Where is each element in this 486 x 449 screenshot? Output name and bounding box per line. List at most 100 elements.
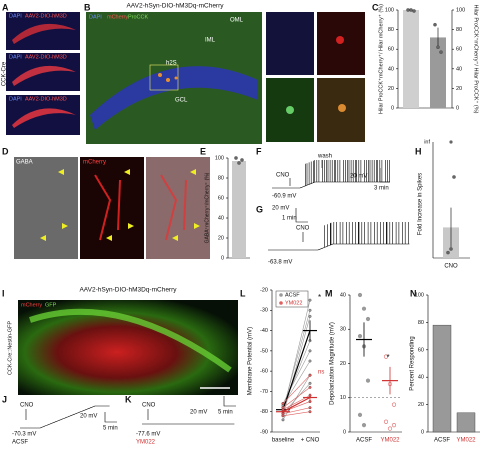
region-label: h2S <box>166 61 177 67</box>
mean-line <box>282 396 311 413</box>
panel-letter: K <box>125 394 132 404</box>
data-point <box>412 9 416 13</box>
legend-label: ACSF <box>285 292 300 298</box>
annotation: * <box>386 353 389 362</box>
y-tick-label: 0 <box>391 105 394 111</box>
y-tick-label: 80 <box>218 175 224 181</box>
virus-label: AAV2-DIO-hM3D <box>25 96 67 102</box>
scale-label: 5 min <box>103 426 118 432</box>
stain-label: DAPI <box>9 54 22 60</box>
y-tick-label: 80 <box>388 27 394 33</box>
mean-line <box>282 330 311 410</box>
panel-letter: D <box>2 146 9 156</box>
bar <box>232 161 246 258</box>
y-tick-label: 40 <box>418 375 424 381</box>
data-point <box>449 140 453 144</box>
scale-label: 20 mV <box>190 410 207 416</box>
data-point <box>439 50 443 54</box>
annotation: ns <box>318 370 324 376</box>
y-tick-label: -30 <box>260 308 268 314</box>
scale-label: 20 mV <box>272 206 289 212</box>
legend-box <box>275 290 309 308</box>
y-tick-label: 80 <box>456 27 462 33</box>
y-axis-label: Depolarization Magnitude (mV) <box>330 322 336 405</box>
y-axis-label: Membrane Potential (mV) <box>248 327 254 395</box>
legend-marker <box>279 293 283 297</box>
panel-letter: A <box>2 2 9 12</box>
channel-label: GABA <box>16 160 33 166</box>
scale-bar <box>223 396 236 407</box>
data-point <box>449 247 453 251</box>
y-tick-label: 80 <box>418 320 424 326</box>
data-point <box>361 306 367 311</box>
y-tick-label: -50 <box>260 348 268 354</box>
vm-label: -70.3 mV <box>12 432 36 438</box>
trace <box>268 222 410 251</box>
x-tick-label: ACSF <box>356 438 372 444</box>
vm-label: -60.9 mV <box>272 194 296 200</box>
data-point <box>365 378 371 383</box>
data-point <box>357 292 363 298</box>
x-tick-label: YM022 <box>456 438 476 444</box>
channel-label: mCherry <box>83 160 106 166</box>
data-point <box>308 359 312 363</box>
y-tick-label: -40 <box>260 328 268 334</box>
cell-line <box>282 407 311 415</box>
y-tick-label: 40 <box>456 66 462 72</box>
drug-label: CNO <box>296 226 310 232</box>
y-tick-label: 20 <box>340 361 346 367</box>
y-tick-label: inf <box>424 139 430 145</box>
stain-label: mCherry <box>21 302 42 308</box>
data-point <box>357 412 363 417</box>
panel-letter: B <box>84 2 91 12</box>
data-point <box>361 423 367 428</box>
data-point <box>391 423 397 428</box>
data-point <box>308 410 312 414</box>
panel-letter: C <box>372 2 379 12</box>
trace <box>272 160 390 189</box>
legend-label: YM022 <box>285 300 302 306</box>
drug-label: CNO <box>142 403 156 409</box>
panel-letter: N <box>410 288 417 298</box>
y-tick-label: 100 <box>215 155 224 161</box>
x-tick-label: CNO <box>444 264 458 270</box>
y-tick-label: 0 <box>421 429 424 435</box>
panel-letter: M <box>325 288 333 298</box>
bar <box>456 412 476 433</box>
scale-bar <box>295 208 308 223</box>
panel-title: AAV2-hSyn-DIO-hM3Dq-mCherry <box>79 287 177 294</box>
region-label: GCL <box>175 98 188 104</box>
data-point <box>308 373 312 377</box>
stain-label: GFP <box>45 302 57 308</box>
virus-label: AAV2-DIO-hM3D <box>25 54 67 60</box>
traces <box>20 160 410 429</box>
drug-label: CNO <box>20 403 34 409</box>
y-tick-label: 60 <box>218 195 224 201</box>
y-tick-label: 60 <box>388 47 394 53</box>
trace <box>20 405 110 429</box>
data-point <box>308 385 312 389</box>
region-label: IML <box>205 38 216 44</box>
data-point <box>446 250 450 255</box>
stain-label: mCherry <box>107 14 128 20</box>
drug-label: CNO <box>276 173 290 179</box>
side-label: CCK-Cre::Nestin-GFP <box>7 321 13 375</box>
y-tick-label: 0 <box>221 255 224 261</box>
stain-label: ProCCK <box>128 14 149 20</box>
bar <box>432 324 452 433</box>
data-point <box>308 298 312 302</box>
data-point <box>308 308 312 312</box>
panel-letter: E <box>200 146 206 156</box>
y-tick-label: -90 <box>260 429 268 435</box>
data-point <box>308 406 312 410</box>
panel-letter: G <box>256 204 263 214</box>
data-point <box>357 334 363 339</box>
y-tick-label: -80 <box>260 409 268 415</box>
data-point <box>406 8 410 12</box>
data-point <box>308 314 312 318</box>
images <box>6 12 365 395</box>
y-tick-label: 20 <box>456 86 462 92</box>
x-tick-label: YM022 <box>380 438 400 444</box>
panel-letter: L <box>240 288 246 298</box>
x-tick-label: ACSF <box>434 438 450 444</box>
